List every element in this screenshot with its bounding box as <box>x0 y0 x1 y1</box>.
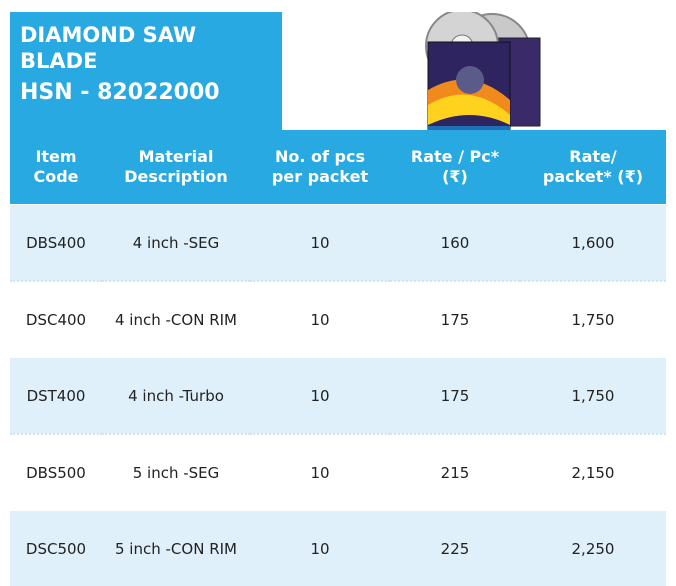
column-header-line: Rate/ <box>520 147 666 167</box>
table-cell: 4 inch -CON RIM <box>102 281 250 358</box>
table-cell: 175 <box>390 281 520 358</box>
title-box: DIAMOND SAW BLADE HSN - 82022000 <box>10 12 282 130</box>
table-cell: 10 <box>250 205 390 282</box>
table-cell: 175 <box>390 358 520 435</box>
table-cell: 160 <box>390 205 520 282</box>
table-cell: 10 <box>250 434 390 511</box>
table-cell: 1,600 <box>520 205 666 282</box>
hsn-code: HSN - 82022000 <box>20 80 272 105</box>
table-cell: DBS500 <box>10 434 102 511</box>
product-illustration <box>282 12 666 130</box>
table-cell: 215 <box>390 434 520 511</box>
column-header: Rate / Pc*(₹) <box>390 130 520 205</box>
table-cell: 5 inch -SEG <box>102 434 250 511</box>
product-image <box>282 12 666 130</box>
column-header: Rate/packet* (₹) <box>520 130 666 205</box>
table-cell: 2,150 <box>520 434 666 511</box>
column-header-line: Rate / Pc* <box>390 147 520 167</box>
table-cell: DST400 <box>10 358 102 435</box>
column-header-line: Material <box>102 147 250 167</box>
column-header-line: per packet <box>250 167 390 187</box>
column-header-line: (₹) <box>390 167 520 187</box>
column-header-line: Item <box>10 147 102 167</box>
table-cell: 4 inch -Turbo <box>102 358 250 435</box>
table-cell: 1,750 <box>520 358 666 435</box>
column-header-line: packet* (₹) <box>520 167 666 187</box>
column-header-line: No. of pcs <box>250 147 390 167</box>
table-cell: DSC400 <box>10 281 102 358</box>
column-header-line: Code <box>10 167 102 187</box>
table-cell: 10 <box>250 358 390 435</box>
column-header-line: Description <box>102 167 250 187</box>
table-cell: 4 inch -SEG <box>102 205 250 282</box>
title: DIAMOND SAW BLADE <box>20 22 200 74</box>
page: DIAMOND SAW BLADE HSN - 82022000 <box>0 0 676 575</box>
table-cell: DBS400 <box>10 205 102 282</box>
header: DIAMOND SAW BLADE HSN - 82022000 <box>10 12 666 130</box>
table-cell: 10 <box>250 281 390 358</box>
table-cell: 1,750 <box>520 281 666 358</box>
